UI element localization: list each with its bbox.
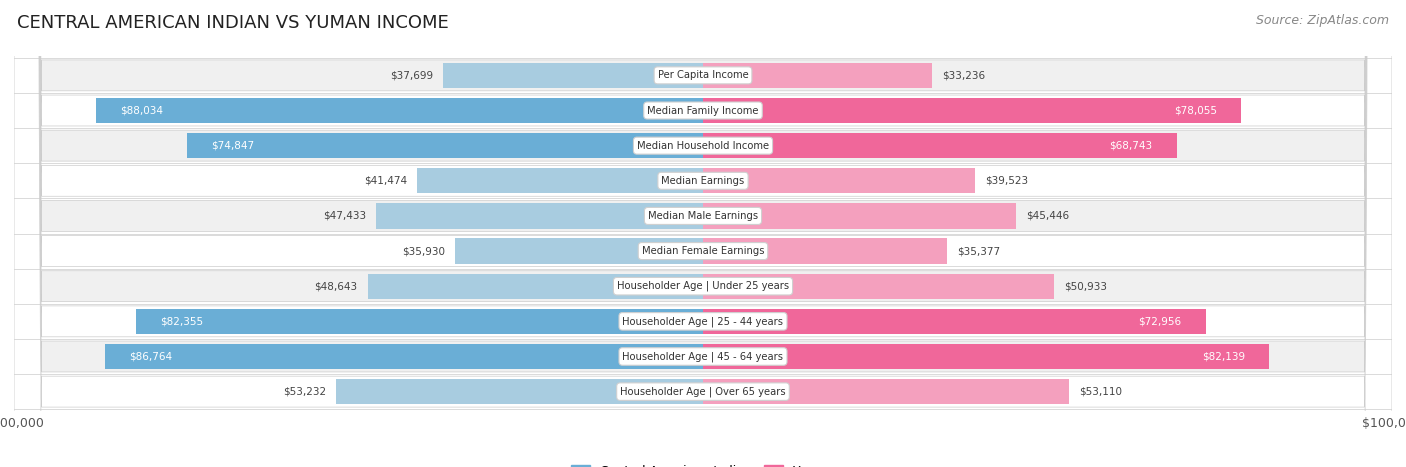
Text: $74,847: $74,847 [211,141,254,151]
Text: $35,377: $35,377 [957,246,1000,256]
Text: $45,446: $45,446 [1026,211,1070,221]
Text: $33,236: $33,236 [942,71,986,80]
Bar [97,98,703,123]
Bar [336,379,703,404]
Text: $37,699: $37,699 [389,71,433,80]
Text: $82,139: $82,139 [1202,352,1244,361]
Text: $68,743: $68,743 [1109,141,1153,151]
Bar [187,133,703,158]
Text: Householder Age | Over 65 years: Householder Age | Over 65 years [620,386,786,397]
Bar [703,309,1205,334]
FancyBboxPatch shape [14,0,1392,467]
Text: $86,764: $86,764 [129,352,173,361]
Text: $82,355: $82,355 [160,316,202,326]
Text: $48,643: $48,643 [315,281,357,291]
Bar [703,239,946,264]
Text: Householder Age | Under 25 years: Householder Age | Under 25 years [617,281,789,291]
Text: $35,930: $35,930 [402,246,446,256]
Text: Median Male Earnings: Median Male Earnings [648,211,758,221]
Text: $53,110: $53,110 [1080,387,1122,396]
FancyBboxPatch shape [14,0,1392,467]
Bar [703,344,1268,369]
FancyBboxPatch shape [14,0,1392,467]
Bar [703,133,1177,158]
Text: Median Female Earnings: Median Female Earnings [641,246,765,256]
Text: $47,433: $47,433 [323,211,366,221]
Bar [703,98,1240,123]
Bar [135,309,703,334]
FancyBboxPatch shape [14,0,1392,467]
Bar [377,203,703,228]
FancyBboxPatch shape [14,0,1392,467]
FancyBboxPatch shape [14,0,1392,467]
Text: Median Earnings: Median Earnings [661,176,745,186]
Text: Median Household Income: Median Household Income [637,141,769,151]
Bar [456,239,703,264]
Text: $41,474: $41,474 [364,176,406,186]
Text: $39,523: $39,523 [986,176,1029,186]
Bar [443,63,703,88]
Text: $50,933: $50,933 [1064,281,1108,291]
Text: Householder Age | 45 - 64 years: Householder Age | 45 - 64 years [623,351,783,362]
Bar [368,274,703,299]
Bar [418,168,703,193]
Text: Source: ZipAtlas.com: Source: ZipAtlas.com [1256,14,1389,27]
FancyBboxPatch shape [14,0,1392,467]
Text: $72,956: $72,956 [1139,316,1181,326]
Text: Householder Age | 25 - 44 years: Householder Age | 25 - 44 years [623,316,783,326]
Text: Median Family Income: Median Family Income [647,106,759,115]
FancyBboxPatch shape [14,0,1392,467]
Text: $53,232: $53,232 [283,387,326,396]
Bar [703,168,976,193]
Bar [105,344,703,369]
FancyBboxPatch shape [14,0,1392,467]
Bar [703,203,1017,228]
Bar [703,63,932,88]
Text: $88,034: $88,034 [121,106,163,115]
Bar [703,274,1054,299]
Text: Per Capita Income: Per Capita Income [658,71,748,80]
Bar [703,379,1069,404]
FancyBboxPatch shape [14,0,1392,467]
Text: $78,055: $78,055 [1174,106,1216,115]
Text: CENTRAL AMERICAN INDIAN VS YUMAN INCOME: CENTRAL AMERICAN INDIAN VS YUMAN INCOME [17,14,449,32]
Legend: Central American Indian, Yuman: Central American Indian, Yuman [567,460,839,467]
